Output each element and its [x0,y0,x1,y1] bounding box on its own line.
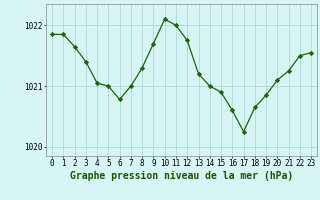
X-axis label: Graphe pression niveau de la mer (hPa): Graphe pression niveau de la mer (hPa) [70,171,293,181]
